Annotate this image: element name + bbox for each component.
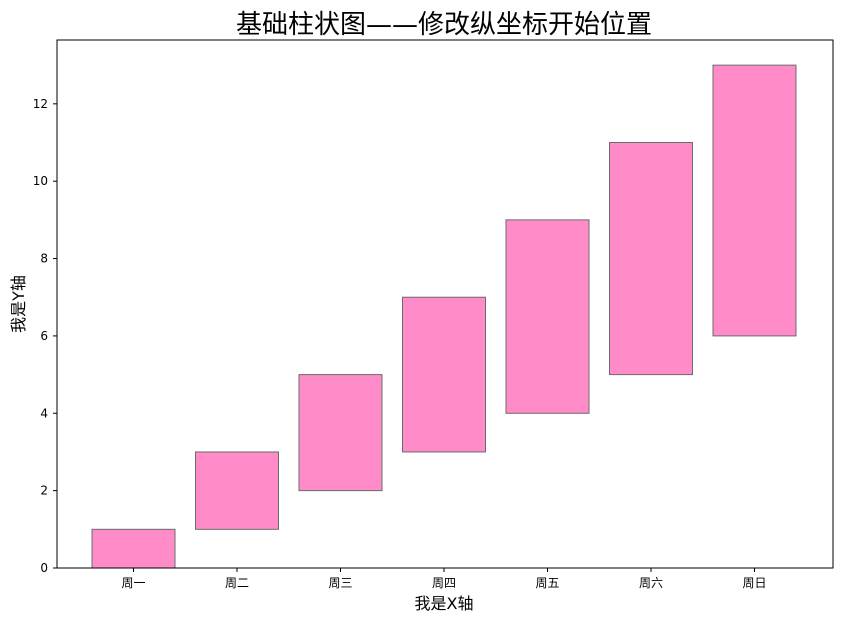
bar-周五 xyxy=(505,219,590,414)
x-tick-label: 周二 xyxy=(225,576,249,590)
bar-周一 xyxy=(91,528,176,569)
x-tick-label: 周一 xyxy=(121,576,145,590)
y-axis: 0 2 4 6 8 10 12 xyxy=(33,97,57,575)
y-tick-label: 0 xyxy=(40,561,48,575)
bar-周二 xyxy=(195,451,279,530)
x-tick-label: 周三 xyxy=(328,576,352,590)
bars-group xyxy=(91,64,797,569)
x-tick-label: 周六 xyxy=(639,576,663,590)
x-tick-label: 周日 xyxy=(742,576,766,590)
x-tick-label: 周四 xyxy=(432,576,456,590)
y-tick-label: 6 xyxy=(40,329,48,343)
chart-title: 基础柱状图——修改纵坐标开始位置 xyxy=(236,10,652,40)
y-tick-label: 2 xyxy=(40,484,48,498)
y-axis-label: 我是Y轴 xyxy=(9,275,28,333)
bar-周日 xyxy=(712,64,797,337)
plot-frame xyxy=(56,39,834,569)
bar-周三 xyxy=(298,374,383,492)
x-axis-label: 我是X轴 xyxy=(415,594,474,613)
bar-周六 xyxy=(609,142,693,376)
bar-周四 xyxy=(402,296,486,453)
x-tick-label: 周五 xyxy=(535,576,559,590)
x-axis: 周一 周二 周三 周四 周五 周六 周日 xyxy=(121,568,767,590)
y-tick-label: 10 xyxy=(33,174,48,188)
y-tick-label: 8 xyxy=(40,252,48,266)
y-tick-label: 4 xyxy=(40,406,48,420)
y-tick-label: 12 xyxy=(33,97,48,111)
